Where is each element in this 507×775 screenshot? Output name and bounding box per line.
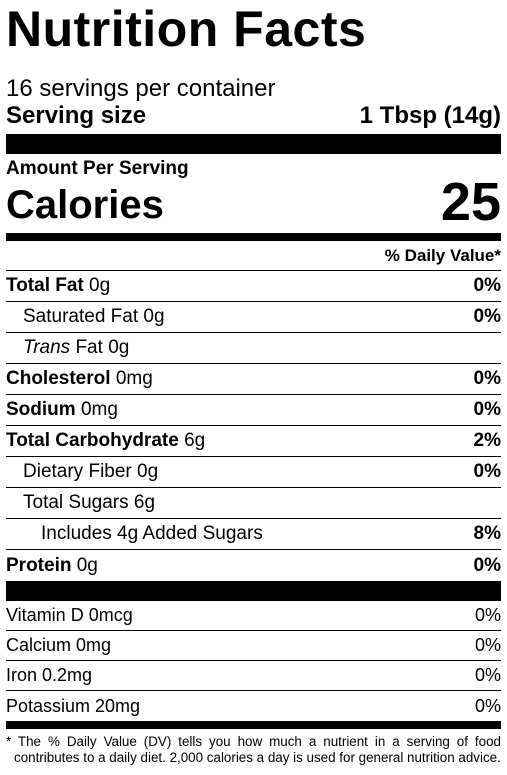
vitamin-label: Calcium 0mg: [6, 635, 112, 655]
nutrient-dv: 8%: [473, 523, 501, 544]
vitamin-dv: 0%: [474, 635, 501, 655]
servings-per-container: 16 servings per container: [6, 75, 276, 102]
nutrient-name: Dietary Fiber: [23, 461, 132, 482]
nutrient-row-total-fat: Total Fat 0g 0%: [6, 271, 501, 302]
nutrient-row-total-carbohydrate: Total Carbohydrate 6g 2%: [6, 426, 501, 457]
nutrient-dv: 0%: [473, 554, 501, 576]
nutrient-name: Includes 4g Added Sugars: [41, 523, 263, 544]
nutrient-row-saturated-fat: Saturated Fat 0g 0%: [6, 302, 501, 333]
vitamin-dv: 0%: [474, 605, 501, 625]
nutrient-row-sodium: Sodium 0mg 0%: [6, 395, 501, 426]
nutrient-row-protein: Protein 0g 0%: [6, 550, 501, 581]
nutrient-name: Total Carbohydrate: [6, 430, 179, 451]
nutrient-amount: 0mg: [80, 399, 118, 420]
serving-size-row: Serving size 1 Tbsp (14g): [6, 102, 501, 130]
daily-value-header: % Daily Value*: [6, 241, 501, 271]
nutrient-row-trans-fat: Trans Fat 0g: [6, 333, 501, 364]
nutrient-dv: 0%: [473, 275, 501, 296]
nutrient-row-total-sugars: Total Sugars 6g: [6, 488, 501, 519]
footnote: * The % Daily Value (DV) tells you how m…: [6, 734, 501, 765]
nutrient-amount: 0g: [89, 275, 111, 296]
vitamin-row-vitamin-d: Vitamin D 0mcg 0%: [6, 601, 501, 631]
nutrient-dv: 2%: [473, 430, 501, 451]
nutrient-name: Saturated Fat: [23, 306, 139, 327]
amount-per-serving: Amount Per Serving: [6, 158, 189, 179]
nutrient-name: Fat: [75, 337, 103, 358]
nutrient-name: Sodium: [6, 399, 76, 420]
vitamin-row-iron: Iron 0.2mg 0%: [6, 661, 501, 691]
nutrient-name: Cholesterol: [6, 368, 111, 389]
nutrient-amount: 0g: [137, 461, 159, 482]
nutrient-dv: 0%: [473, 368, 501, 389]
vitamin-row-calcium: Calcium 0mg 0%: [6, 631, 501, 661]
nutrient-row-added-sugars: Includes 4g Added Sugars 8%: [6, 519, 501, 550]
medium-divider: [6, 721, 501, 729]
calories-value: 25: [440, 172, 501, 232]
nutrient-name: Total Sugars: [23, 492, 129, 513]
nutrient-amount: 6g: [133, 492, 156, 513]
vitamin-row-potassium: Potassium 20mg 0%: [6, 691, 501, 721]
thick-divider: [6, 581, 501, 601]
nutrient-dv: 0%: [473, 306, 501, 327]
vitamin-dv: 0%: [474, 665, 501, 685]
calories-label: Calories: [6, 183, 164, 227]
nutrient-row-cholesterol: Cholesterol 0mg 0%: [6, 364, 501, 395]
medium-divider: [6, 233, 501, 241]
nutrient-amount: 0g: [76, 554, 98, 576]
serving-size-value: 1 Tbsp (14g): [359, 102, 501, 129]
calories-row: Calories 25: [6, 175, 501, 229]
vitamin-label: Vitamin D 0mcg: [6, 605, 133, 625]
nutrient-amount: 0g: [108, 337, 130, 358]
nutrient-dv: 0%: [473, 461, 501, 482]
nutrient-name: Protein: [6, 554, 72, 576]
vitamin-label: Iron 0.2mg: [6, 665, 93, 685]
vitamin-dv: 0%: [474, 695, 501, 716]
nutrient-dv: 0%: [473, 399, 501, 420]
nutrient-name: Total Fat: [6, 275, 84, 296]
nutrition-facts-label: Nutrition Facts 16 servings per containe…: [6, 0, 501, 766]
label-title: Nutrition Facts: [6, 1, 367, 57]
serving-size-label: Serving size: [6, 102, 147, 129]
nutrient-row-dietary-fiber: Dietary Fiber 0g 0%: [6, 457, 501, 488]
nutrient-amount: 0mg: [115, 368, 153, 389]
vitamin-label: Potassium 20mg: [6, 695, 141, 716]
thick-divider: [6, 134, 501, 154]
nutrient-amount: 0g: [143, 306, 165, 327]
nutrient-amount: 6g: [184, 430, 206, 451]
nutrient-name-italic: Trans: [23, 337, 71, 358]
